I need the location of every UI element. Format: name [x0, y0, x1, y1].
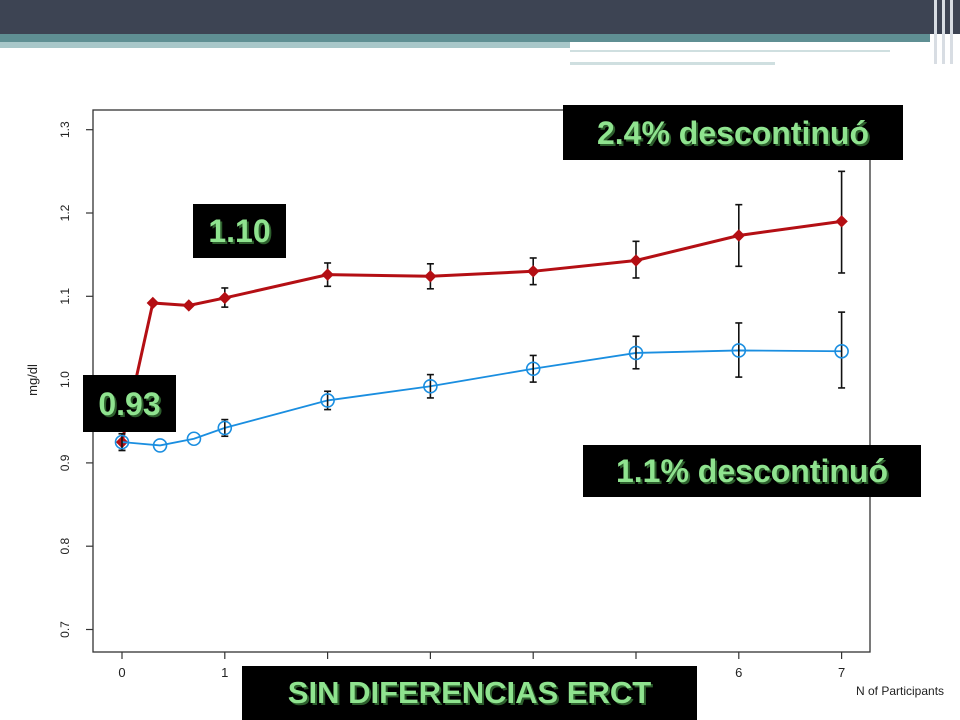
- data-point: [114, 434, 130, 450]
- data-point: [526, 265, 540, 278]
- y-tick-label: 1.1: [58, 288, 72, 305]
- data-point: [218, 291, 232, 305]
- series-line: [121, 349, 842, 447]
- x-tick-label: 0: [118, 665, 125, 680]
- chart-axes: 0.7 0.8 0.9 1.0 1.1 1.2 1.3 0 1 6 7: [58, 109, 871, 680]
- data-point: [525, 361, 541, 377]
- x-axis-label: N of Participants: [856, 684, 944, 698]
- slide-decor-rule: [570, 62, 775, 65]
- x-tick-label: 6: [735, 665, 742, 680]
- y-tick-label: 1.3: [58, 121, 72, 138]
- data-point: [423, 378, 438, 394]
- slide-top-bar: [0, 0, 960, 34]
- y-tick-label: 0.7: [58, 621, 72, 638]
- data-point: [182, 299, 196, 312]
- x-tick-label: 7: [838, 665, 845, 680]
- y-tick-label: 0.8: [58, 538, 72, 555]
- data-point: [424, 270, 437, 283]
- plot-frame: [92, 109, 871, 653]
- data-point: [320, 393, 335, 408]
- annotation-blue-discontinued: 1.1% descontinuó: [583, 445, 921, 497]
- data-point: [152, 438, 168, 453]
- slide-corner-line: [942, 0, 945, 64]
- data-point: [629, 254, 643, 267]
- footer-banner: SIN DIFERENCIAS ERCT: [242, 666, 697, 720]
- data-point: [834, 343, 849, 359]
- y-axis-label: mg/dl: [25, 364, 40, 396]
- series-line: [120, 219, 842, 443]
- slide-decor-rule: [570, 50, 890, 52]
- data-point: [321, 268, 334, 281]
- annotation-early-value: 1.10: [193, 204, 286, 258]
- slide-teal-band: [0, 34, 930, 42]
- slide-corner-line: [950, 0, 953, 64]
- annotation-red-discontinued: 2.4% descontinuó: [563, 105, 903, 160]
- data-point: [732, 229, 746, 242]
- data-point: [731, 343, 747, 358]
- data-point: [217, 420, 233, 436]
- chart-marks: [114, 170, 849, 453]
- y-tick-label: 1.0: [58, 371, 72, 388]
- data-point: [186, 431, 202, 447]
- y-tick-label: 1.2: [58, 204, 72, 221]
- data-point: [628, 345, 644, 361]
- data-point: [146, 296, 160, 310]
- y-tick-label: 0.9: [58, 454, 72, 471]
- x-tick-label: 1: [221, 665, 228, 680]
- data-point: [835, 215, 848, 228]
- slide-corner-line: [934, 0, 937, 64]
- annotation-baseline-value: 0.93: [83, 375, 176, 432]
- slide-light-band: [0, 42, 570, 48]
